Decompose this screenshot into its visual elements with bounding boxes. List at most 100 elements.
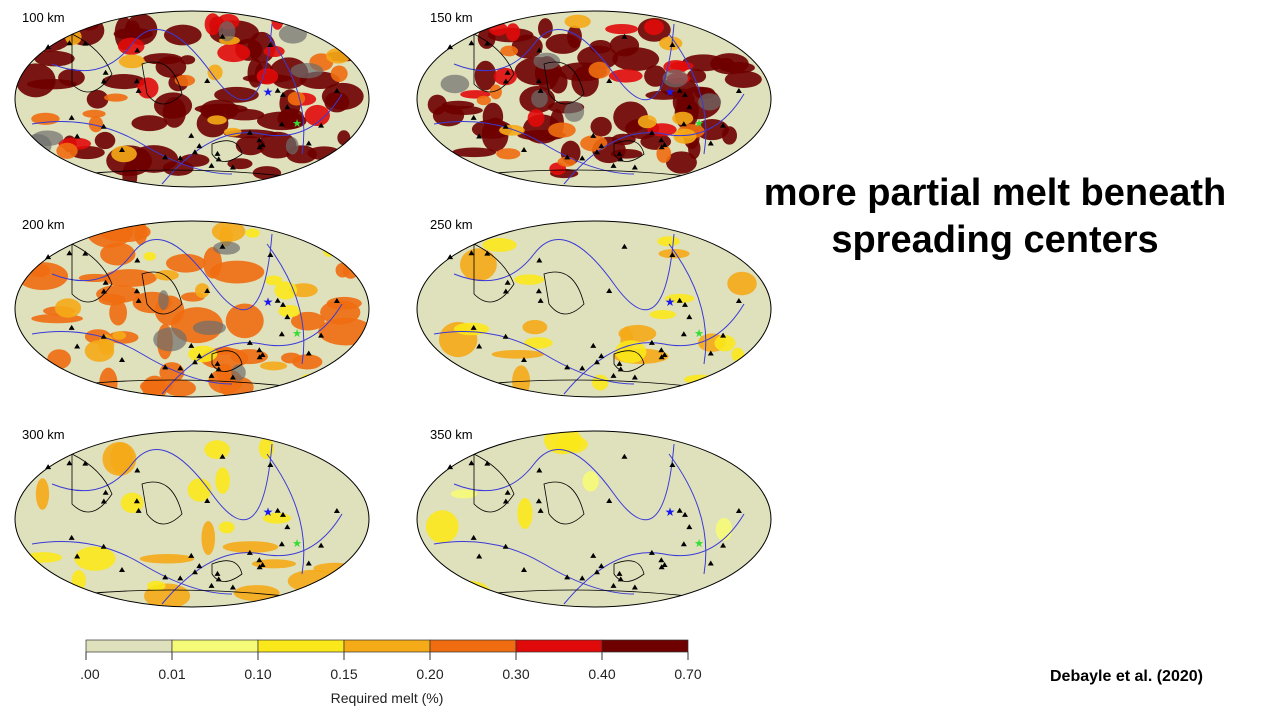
melt-patch — [142, 375, 168, 397]
fast-region — [153, 327, 187, 352]
melt-patch — [35, 478, 50, 510]
hotspot-triangle-icon — [259, 561, 266, 567]
melt-patch — [223, 127, 242, 137]
hotspot-triangle-icon — [661, 561, 668, 567]
hotspot-triangle-icon — [564, 574, 571, 580]
hotspot-triangle-icon — [484, 250, 491, 256]
melt-patch — [450, 489, 478, 499]
hotspot-triangle-icon — [610, 582, 617, 588]
hotspot-triangle-icon — [447, 464, 454, 470]
melt-patch — [207, 64, 223, 81]
melt-patch — [131, 115, 168, 132]
hotspot-triangle-icon — [66, 40, 73, 46]
hotspot-triangle-icon — [135, 297, 142, 303]
green-star-icon: ★ — [292, 328, 302, 340]
hotspot-triangle-icon — [669, 251, 676, 257]
melt-patch — [454, 163, 479, 179]
hotspot-triangle-icon — [616, 570, 623, 576]
melt-patch — [330, 431, 349, 454]
hotspot-triangle-icon — [470, 324, 477, 330]
hotspot-triangle-icon — [470, 114, 477, 120]
plate-boundaries — [31, 233, 343, 395]
hotspot-triangle-icon — [208, 372, 215, 378]
melt-patch — [117, 37, 145, 55]
hotspot-triangle-icon — [631, 164, 638, 170]
melt-patch — [666, 151, 697, 174]
hotspot-triangle-icon — [318, 332, 325, 338]
hotspot-triangle-icon — [720, 332, 727, 338]
melt-patch — [217, 43, 251, 63]
melt-patch — [78, 273, 112, 283]
hotspot-triangle-icon — [470, 534, 477, 540]
melt-patch — [264, 275, 283, 286]
melt-patch — [482, 238, 517, 252]
melt-patch — [163, 24, 202, 46]
coastlines — [71, 33, 313, 180]
melt-patch — [615, 340, 647, 364]
hotspot-triangle-icon — [686, 524, 693, 530]
hotspot-triangle-icon — [219, 243, 226, 249]
hotspot-triangle-icon — [82, 460, 89, 466]
melt-patch — [425, 510, 459, 544]
plate-boundaries — [433, 443, 745, 605]
plate-boundaries — [31, 23, 343, 185]
hotspot-triangle-icon — [162, 364, 169, 370]
hotspot-triangle-icon — [536, 257, 543, 263]
hotspot-triangle-icon — [476, 133, 483, 139]
melt-patch — [153, 92, 193, 119]
fast-region — [531, 89, 548, 108]
melt-patch — [304, 104, 330, 127]
hotspot-triangle-icon — [502, 123, 509, 129]
melt-patch — [154, 270, 179, 281]
melt-patch — [605, 23, 639, 35]
hotspot-triangle-icon — [502, 498, 509, 504]
melt-patch — [524, 337, 553, 349]
blue-star-icon: ★ — [665, 85, 676, 99]
hotspot-triangle-icon — [606, 497, 613, 503]
hotspot-triangle-icon — [502, 288, 509, 294]
colorbar-segment — [343, 639, 431, 653]
hotspot-triangle-icon — [82, 40, 89, 46]
melt-patch — [428, 166, 471, 175]
fast-region — [23, 133, 52, 157]
hotspot-triangle-icon — [658, 564, 665, 570]
hotspot-triangle-icon — [196, 563, 203, 569]
fast-region — [192, 320, 227, 336]
colorbar-title: Required melt (%) — [331, 690, 444, 706]
hotspot-triangle-icon — [118, 147, 125, 153]
hotspot-triangle-icon — [468, 460, 475, 466]
blue-star-icon: ★ — [665, 505, 676, 519]
hotspot-triangle-icon — [45, 464, 52, 470]
colorbar-tick-label: 0.70 — [674, 666, 701, 682]
melt-patch — [41, 15, 69, 29]
hotspot-triangle-icon — [676, 87, 683, 93]
melt-patch — [101, 74, 146, 90]
hotspot-triangle-icon — [100, 333, 107, 339]
hotspot-triangle-icon — [246, 339, 253, 345]
melt-patch — [98, 334, 115, 355]
hotspot-triangle-icon — [68, 324, 75, 330]
melt-patch — [491, 349, 545, 359]
hotspot-triangle-icon — [658, 137, 665, 143]
melt-patch — [225, 303, 264, 339]
colorbar-tick-label: 0.15 — [330, 666, 357, 682]
colorbar-segment — [429, 639, 517, 653]
fast-region — [285, 137, 299, 155]
hotspot-triangle-icon — [661, 141, 668, 147]
plate-boundaries — [31, 443, 343, 605]
melt-patch — [582, 471, 599, 492]
melt-patch — [207, 115, 227, 125]
melt-patch — [724, 70, 762, 88]
hotspot-triangle-icon — [606, 287, 613, 293]
melt-patch — [139, 553, 195, 564]
hotspot-triangle-icon — [133, 78, 140, 84]
melt-patch — [15, 63, 56, 98]
hotspot-triangle-icon — [279, 511, 286, 517]
melt-patch — [54, 298, 82, 318]
hotspot-triangle-icon — [214, 360, 221, 366]
melt-patch — [58, 68, 85, 87]
melt-patch — [505, 23, 521, 42]
hotspot-triangle-icon — [502, 78, 509, 84]
hotspot-triangle-icon — [616, 150, 623, 156]
hotspot-triangle-icon — [305, 560, 312, 566]
